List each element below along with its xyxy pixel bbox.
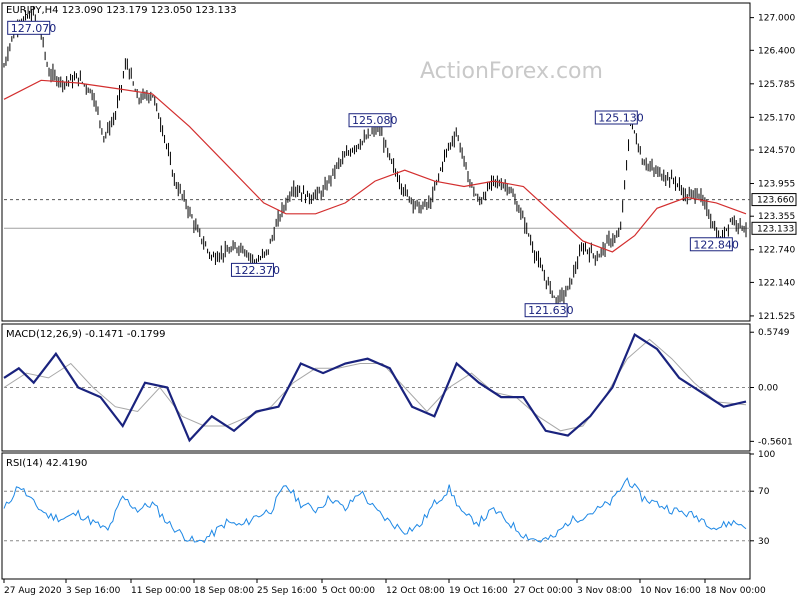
x-tick-label: 12 Oct 08:00: [386, 586, 445, 596]
dashed-level-tag-box: [751, 193, 797, 207]
y-tick-label: 121.525: [758, 312, 795, 322]
callout-label: 122.370: [234, 264, 280, 277]
rsi-lines: [3, 477, 747, 544]
rsi-series-line: [3, 477, 747, 544]
y-tick-label: 126.400: [758, 46, 795, 56]
current-price-tag: 123.133: [757, 224, 794, 234]
macd-lines: [3, 332, 747, 443]
x-tick-label: 5 Oct 00:00: [322, 586, 375, 596]
x-tick-label: 18 Nov 00:00: [705, 586, 766, 596]
macd-y-tick-label: 0.5749: [758, 328, 790, 338]
main-header: EURJPY,H4 123.090 123.179 123.050 123.13…: [6, 5, 237, 16]
macd-y-tick-label: 0.00: [758, 384, 778, 394]
x-tick-label: 27 Aug 2020: [4, 586, 62, 596]
main-callouts: 127.070 122.370 125.080 121.630 125.130 122.8…: [7, 20, 739, 318]
callout-label: 122.840: [693, 238, 739, 251]
y-tick-label: 124.570: [758, 146, 795, 156]
y-tick-label: 127.000: [758, 14, 795, 24]
rsi-y-axis: 100 70 30: [4, 450, 775, 547]
x-axis: 27 Aug 2020 3 Sep 16:00 11 Sep 00:00 18 Sep…: [3, 579, 766, 596]
x-tick-label: 19 Oct 16:00: [449, 586, 508, 596]
callout-box: [7, 20, 51, 35]
x-tick-label: 18 Sep 08:00: [194, 586, 254, 596]
callout-box: [689, 237, 733, 252]
main-price-tags: 123.660 123.133: [751, 193, 797, 235]
rsi-y-tick-label: 30: [758, 537, 770, 547]
y-tick-label: 123.955: [758, 180, 795, 190]
y-tick-label: 122.740: [758, 246, 795, 256]
x-tick-label: 11 Sep 00:00: [131, 586, 191, 596]
callout-label: 127.070: [11, 22, 57, 35]
x-tick-label: 27 Oct 00:00: [514, 586, 573, 596]
dashed-level-tag: 123.660: [757, 196, 794, 206]
callout-box: [230, 262, 274, 277]
main-panel-frame: [1, 2, 751, 322]
rsi-y-tick-label: 70: [758, 487, 770, 497]
rsi-panel: RSI(14) 42.4190 100 70 30: [1, 450, 775, 580]
main-panel: ActionForex.com EURJPY,H4 123.090 123.17…: [1, 2, 797, 322]
macd-series-macd: [3, 332, 747, 443]
callout-label: 125.130: [598, 112, 644, 125]
x-tick-label: 25 Sep 16:00: [257, 586, 317, 596]
main-price-bars: [3, 6, 747, 307]
macd-y-axis: 0.5749 0.00 -0.5601: [4, 328, 793, 447]
moving-average-line: [3, 79, 747, 253]
watermark-text: ActionForex.com: [420, 59, 603, 84]
macd-header: MACD(12,26,9) -0.1471 -0.1799: [6, 329, 166, 340]
main-y-axis: 127.000 126.400 125.785 125.170 124.570 123.9…: [750, 14, 795, 322]
callout-box: [524, 303, 568, 318]
main-moving-average: [3, 79, 747, 253]
x-tick-label: 3 Sep 16:00: [66, 586, 121, 596]
y-tick-label: 125.170: [758, 113, 795, 123]
y-tick-label: 123.355: [758, 212, 795, 222]
x-tick-label: 3 Nov 08:00: [577, 586, 632, 596]
rsi-y-tick-label: 100: [758, 450, 775, 460]
rsi-panel-frame: [1, 452, 751, 580]
x-tick-label: 10 Nov 16:00: [640, 586, 701, 596]
callout-label: 121.630: [528, 304, 574, 317]
main-reference-lines: [4, 199, 750, 229]
macd-panel: MACD(12,26,9) -0.1471 -0.1799 0.5749 0.00…: [1, 323, 793, 452]
callout-box: [348, 113, 392, 128]
rsi-header: RSI(14) 42.4190: [6, 458, 87, 469]
macd-y-tick-label: -0.5601: [758, 437, 793, 447]
y-tick-label: 125.785: [758, 80, 795, 90]
current-price-tag-box: [751, 221, 797, 235]
callout-box: [594, 110, 638, 125]
y-tick-label: 122.140: [758, 278, 795, 288]
callout-label: 125.080: [352, 114, 398, 127]
